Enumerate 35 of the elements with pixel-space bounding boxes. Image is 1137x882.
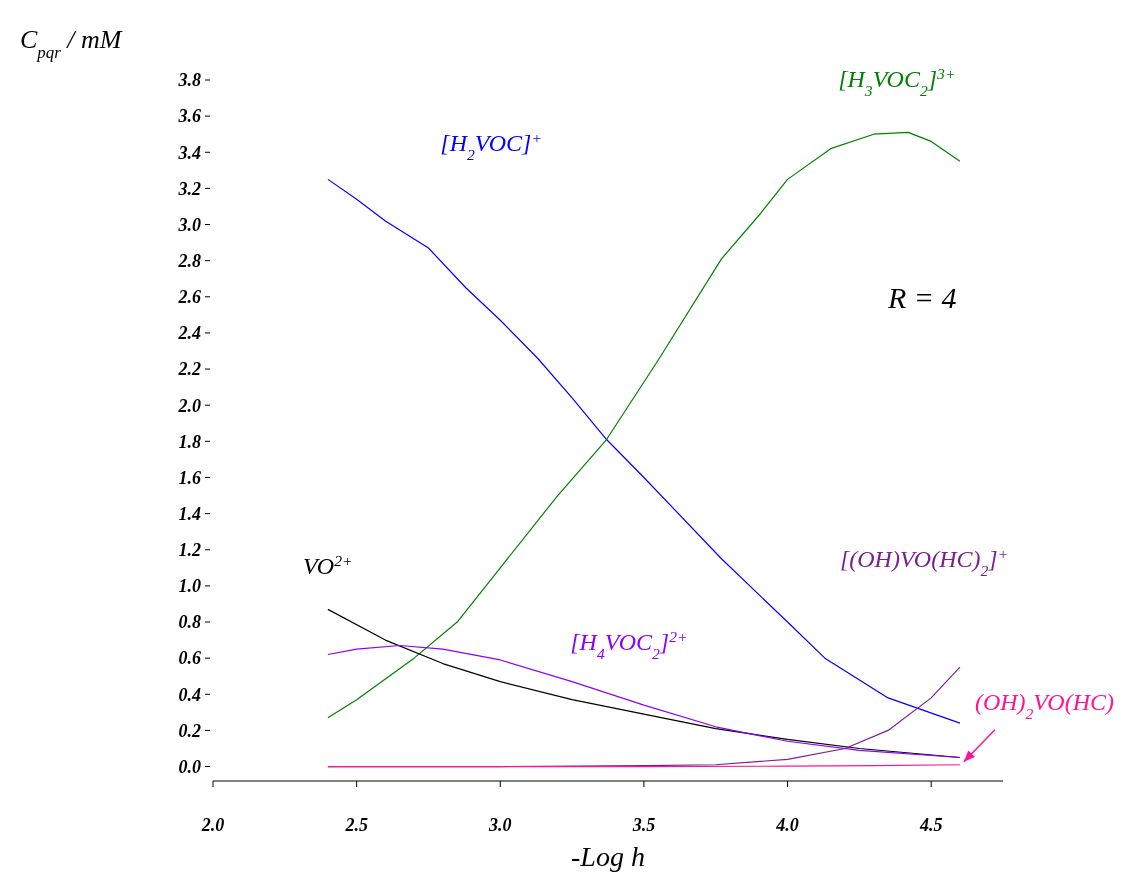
y-tick-label: 2.6 (177, 287, 201, 308)
series-label: [H$_{3}$VOC$_{2}$]$^{3+}$ (838, 64, 956, 99)
y-tick-label: 3.2 (177, 178, 201, 199)
y-axis-title: C$_{pqr}$ / mM (20, 25, 123, 62)
x-tick-label: 4.0 (775, 815, 799, 835)
y-tick-label: 1.0 (178, 576, 201, 597)
y-tick-label: 2.0 (177, 395, 201, 416)
y-tick-label: 3.6 (177, 106, 201, 127)
y-tick-label: 3.8 (177, 70, 201, 91)
series-label: VO$^{2+}$ (302, 551, 353, 580)
x-tick-label: 4.5 (918, 815, 943, 835)
y-tick-label: 2.4 (177, 323, 201, 344)
y-tick-label: 1.4 (178, 503, 201, 524)
text: [H$_{2}$VOC]$^{+}$ (440, 128, 542, 163)
y-tick-label: 0.2 (178, 720, 201, 741)
x-tick-label: 2.5 (344, 815, 368, 835)
x-tick-label: 3.5 (631, 815, 656, 835)
text: [(OH)VO(HC)$_{2}$]$^{+}$ (839, 544, 1009, 579)
y-tick-label: 2.2 (177, 359, 201, 380)
x-tick-label: 2.0 (200, 815, 225, 835)
series-label: (OH)$_{2}$VO(HC) (974, 688, 1114, 722)
y-tick-label: 1.6 (178, 467, 201, 488)
y-tick-label: 0.8 (178, 612, 201, 633)
y-tick-label: 0.6 (178, 648, 201, 669)
y-tick-label: 1.8 (178, 431, 201, 452)
y-tick-label: 1.2 (178, 540, 201, 561)
y-tick-label: 3.4 (177, 142, 201, 163)
x-tick-label: 3.0 (488, 815, 512, 835)
y-tick-label: 2.8 (177, 250, 201, 271)
annotation: R = 4 (887, 281, 957, 314)
x-axis-title: -Log h (571, 841, 645, 872)
y-tick-label: 0.0 (178, 756, 201, 777)
y-tick-label: 0.4 (178, 684, 201, 705)
y-tick-label: 3.0 (177, 214, 201, 235)
series-label: [H$_{4}$VOC$_{2}$]$^{2+}$ (570, 627, 688, 662)
